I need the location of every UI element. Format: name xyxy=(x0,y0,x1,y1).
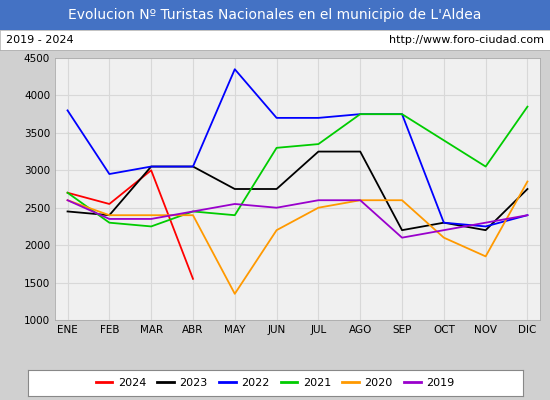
Text: Evolucion Nº Turistas Nacionales en el municipio de L'Aldea: Evolucion Nº Turistas Nacionales en el m… xyxy=(68,8,482,22)
Text: http://www.foro-ciudad.com: http://www.foro-ciudad.com xyxy=(389,35,544,45)
Text: 2019 - 2024: 2019 - 2024 xyxy=(6,35,73,45)
Legend: 2024, 2023, 2022, 2021, 2020, 2019: 2024, 2023, 2022, 2021, 2020, 2019 xyxy=(91,374,459,392)
